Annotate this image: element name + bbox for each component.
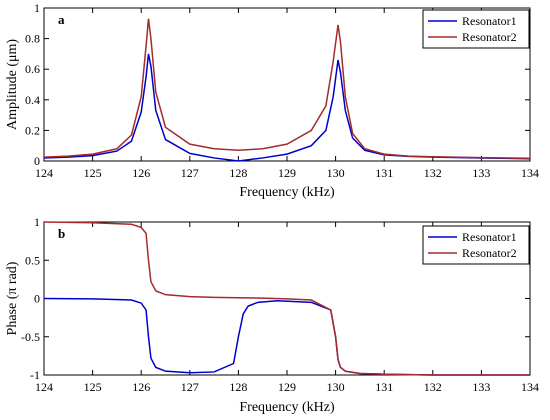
x-tick-label: 129	[278, 380, 296, 394]
y-tick-label: 1	[34, 1, 40, 15]
x-tick-label: 129	[278, 166, 296, 180]
x-tick-label: 128	[229, 380, 247, 394]
x-tick-label: 134	[521, 380, 539, 394]
legend: Resonator1 Resonator2	[422, 225, 530, 265]
x-tick-label: 125	[84, 380, 102, 394]
x-tick-label: 127	[181, 166, 199, 180]
legend-box	[422, 225, 530, 265]
x-tick-label: 132	[424, 166, 442, 180]
x-tick-label: 126	[132, 380, 150, 394]
x-tick-label: 126	[132, 166, 150, 180]
x-tick-label: 134	[521, 166, 539, 180]
series-line-resonator2	[43, 221, 530, 376]
x-tick-label: 127	[181, 380, 199, 394]
legend-box	[422, 9, 530, 49]
legend-label: Resonator2	[462, 30, 517, 44]
y-tick-label: 0.8	[25, 32, 40, 46]
x-tick-label: 131	[375, 166, 393, 180]
y-tick-label: 1	[34, 215, 40, 229]
x-tick-label: 128	[229, 166, 247, 180]
y-tick-label: 0	[34, 292, 40, 306]
x-axis-label: Frequency (kHz)	[239, 185, 335, 200]
y-tick-label: 0	[34, 154, 40, 168]
y-axis-label: Amplitude (μm)	[5, 39, 20, 130]
x-tick-label: 130	[327, 166, 345, 180]
x-axis-label: Frequency (kHz)	[239, 400, 335, 415]
series-line-resonator2	[43, 18, 531, 159]
y-tick-label: 0.4	[25, 93, 40, 107]
x-tick-label: 124	[35, 166, 53, 180]
series-line-resonator1	[43, 297, 530, 376]
y-axis-label: Phase (π rad)	[5, 261, 20, 335]
x-tick-label: 133	[472, 166, 490, 180]
x-tick-label: 125	[84, 166, 102, 180]
y-tick-label: -0.5	[21, 330, 40, 344]
y-tick-label: 0.6	[25, 62, 40, 76]
x-tick-label: 130	[327, 380, 345, 394]
panel-label: b	[58, 226, 65, 241]
legend-label: Resonator2	[462, 246, 517, 260]
y-tick-label: 0.5	[25, 253, 40, 267]
x-tick-label: 133	[472, 380, 490, 394]
chart-panel-a: 124 125 126 127 128 129 130 131 132 133 134 0 0.2 0.4…	[5, 1, 539, 200]
x-tick-label: 131	[375, 380, 393, 394]
legend-label: Resonator1	[462, 14, 517, 28]
panel-label: a	[58, 12, 65, 27]
legend: Resonator1 Resonator2	[422, 9, 530, 49]
x-tick-label: 132	[424, 380, 442, 394]
chart-panel-b: 124 125 126 127 128 129 130 131 132 133 134 -1 -0.5 0…	[5, 215, 539, 415]
series-line-resonator1	[43, 53, 531, 162]
y-tick-label: -1	[30, 368, 40, 382]
legend-label: Resonator1	[462, 230, 517, 244]
y-tick-label: 0.2	[25, 123, 40, 137]
x-tick-label: 124	[35, 380, 53, 394]
